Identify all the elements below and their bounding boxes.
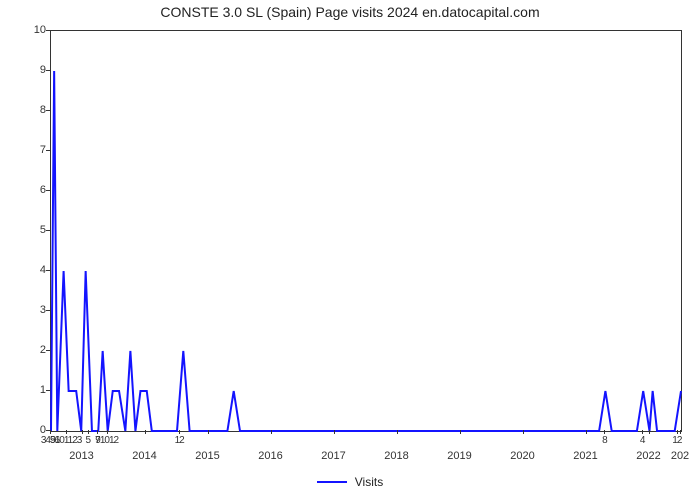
x-subtick-mark bbox=[604, 430, 605, 434]
y-tick-label: 7 bbox=[16, 144, 46, 156]
x-tick-mark bbox=[271, 430, 272, 434]
x-year-label: 2019 bbox=[447, 450, 471, 462]
x-tick-mark bbox=[397, 430, 398, 434]
legend-label: Visits bbox=[355, 475, 383, 489]
y-tick-label: 5 bbox=[16, 224, 46, 236]
x-subtick-label: 9101123 bbox=[50, 435, 81, 446]
visits-line bbox=[51, 71, 681, 431]
y-tick-mark bbox=[46, 270, 50, 271]
x-year-label: 2020 bbox=[510, 450, 534, 462]
x-subtick-label: 8 bbox=[602, 435, 607, 446]
y-tick-mark bbox=[46, 150, 50, 151]
x-year-label: 2015 bbox=[195, 450, 219, 462]
x-subtick-mark bbox=[107, 430, 108, 434]
x-subtick-mark bbox=[642, 430, 643, 434]
y-tick-label: 1 bbox=[16, 384, 46, 396]
plot-area bbox=[50, 30, 682, 432]
x-subtick-mark bbox=[677, 430, 678, 434]
x-subtick-label: 5 bbox=[86, 435, 91, 446]
page-visits-chart: CONSTE 3.0 SL (Spain) Page visits 2024 e… bbox=[0, 0, 700, 500]
x-tick-mark bbox=[334, 430, 335, 434]
x-subtick-mark bbox=[88, 430, 89, 434]
y-tick-label: 2 bbox=[16, 344, 46, 356]
y-tick-mark bbox=[46, 110, 50, 111]
y-tick-mark bbox=[46, 70, 50, 71]
x-subtick-label: 4 bbox=[640, 435, 645, 446]
chart-title: CONSTE 3.0 SL (Spain) Page visits 2024 e… bbox=[0, 4, 700, 20]
y-tick-mark bbox=[46, 350, 50, 351]
chart-legend: Visits bbox=[0, 474, 700, 489]
x-subtick-mark bbox=[50, 430, 51, 434]
x-year-label: 2022 bbox=[636, 450, 660, 462]
x-subtick-mark bbox=[97, 430, 98, 434]
x-tick-mark bbox=[649, 430, 650, 434]
x-year-label: 202 bbox=[671, 450, 689, 462]
x-year-label: 2013 bbox=[69, 450, 93, 462]
y-tick-mark bbox=[46, 390, 50, 391]
y-tick-mark bbox=[46, 230, 50, 231]
x-year-label: 2021 bbox=[573, 450, 597, 462]
y-tick-label: 4 bbox=[16, 264, 46, 276]
x-tick-mark bbox=[460, 430, 461, 434]
y-tick-label: 6 bbox=[16, 184, 46, 196]
y-tick-label: 10 bbox=[16, 24, 46, 36]
legend-swatch bbox=[317, 481, 347, 483]
x-tick-mark bbox=[208, 430, 209, 434]
y-tick-mark bbox=[46, 310, 50, 311]
y-tick-mark bbox=[46, 30, 50, 31]
y-tick-label: 9 bbox=[16, 64, 46, 76]
x-tick-mark bbox=[82, 430, 83, 434]
x-year-label: 2016 bbox=[258, 450, 282, 462]
y-tick-mark bbox=[46, 190, 50, 191]
x-year-label: 2017 bbox=[321, 450, 345, 462]
x-subtick-label: 12 bbox=[672, 435, 681, 446]
x-year-label: 2018 bbox=[384, 450, 408, 462]
line-series bbox=[51, 31, 681, 431]
x-tick-mark bbox=[523, 430, 524, 434]
x-tick-mark bbox=[586, 430, 587, 434]
x-subtick-mark bbox=[66, 430, 67, 434]
x-subtick-label: 91012 bbox=[95, 435, 118, 446]
x-tick-mark bbox=[680, 430, 681, 434]
x-subtick-mark bbox=[179, 430, 180, 434]
x-subtick-label: 12 bbox=[175, 435, 184, 446]
x-tick-mark bbox=[145, 430, 146, 434]
x-year-label: 2014 bbox=[132, 450, 156, 462]
y-tick-label: 3 bbox=[16, 304, 46, 316]
y-tick-label: 8 bbox=[16, 104, 46, 116]
